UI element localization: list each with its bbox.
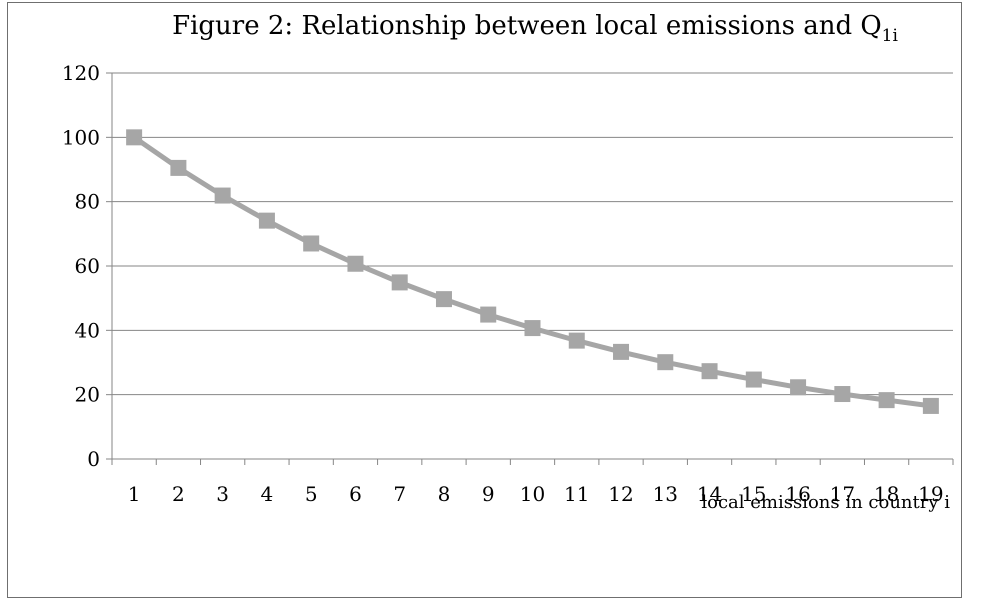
x-tick-label-3: 3: [216, 482, 229, 506]
x-tick-label-13: 13: [653, 482, 678, 506]
x-tick-label-17: 17: [830, 482, 855, 506]
chart-title-subscript: 1i: [882, 26, 899, 46]
series-line-0: [132, 135, 932, 409]
x-tick-label-15: 15: [741, 482, 766, 506]
y-tick-label-60: 60: [75, 254, 100, 278]
y-tick-label-120: 120: [62, 61, 100, 85]
x-axis-label: local emissions in country i: [701, 492, 950, 513]
data-point-18: [878, 392, 895, 409]
x-tick-label-16: 16: [785, 482, 810, 506]
gridlines: [112, 72, 953, 396]
x-tick-label-7: 7: [393, 482, 406, 506]
data-point-8: [435, 291, 452, 308]
x-tick-label-11: 11: [564, 482, 589, 506]
chart-frame: [7, 2, 962, 598]
data-point-9: [480, 306, 497, 323]
x-tick-label-18: 18: [874, 482, 899, 506]
data-point-12: [613, 343, 630, 360]
data-point-15: [745, 371, 762, 388]
x-tick-label-5: 5: [305, 482, 318, 506]
data-point-3: [214, 187, 231, 204]
chart-title: Figure 2: Relationship between local emi…: [172, 11, 898, 46]
data-point-2: [170, 159, 187, 176]
chart-title-main: Figure 2: Relationship between local emi…: [172, 11, 882, 41]
data-point-17: [834, 386, 851, 403]
y-tick-labels: 0 20 40 60 80 100 120: [62, 61, 100, 471]
x-tick-label-14: 14: [697, 482, 722, 506]
data-point-7: [391, 274, 408, 291]
data-point-6: [347, 255, 364, 272]
x-tick-label-12: 12: [608, 482, 633, 506]
x-tick-label-2: 2: [172, 482, 185, 506]
data-point-14: [701, 363, 718, 380]
data-point-5: [303, 235, 320, 252]
x-tick-label-6: 6: [349, 482, 362, 506]
y-tick-label-100: 100: [62, 125, 100, 149]
y-tick-label-0: 0: [87, 447, 100, 471]
x-tick-label-4: 4: [261, 482, 274, 506]
x-tick-label-19: 19: [918, 482, 943, 506]
data-point-11: [568, 332, 585, 349]
axes: [106, 72, 954, 465]
x-tick-label-9: 9: [482, 482, 495, 506]
x-tick-labels: 1 2 3 4 5 6 7 8 9 10 11 12 13 14 15 16 17 18 19: [128, 482, 944, 506]
y-tick-label-20: 20: [75, 383, 100, 407]
y-tick-label-80: 80: [75, 190, 100, 214]
series-layer: [126, 129, 939, 414]
data-point-4: [258, 212, 275, 229]
x-tick-label-1: 1: [128, 482, 141, 506]
y-tick-label-40: 40: [75, 318, 100, 342]
x-tick-label-8: 8: [438, 482, 451, 506]
data-point-19: [922, 397, 939, 414]
data-point-16: [790, 379, 807, 396]
data-point-10: [524, 320, 541, 337]
data-point-13: [657, 354, 674, 371]
x-tick-label-10: 10: [520, 482, 545, 506]
data-point-1: [126, 129, 143, 146]
